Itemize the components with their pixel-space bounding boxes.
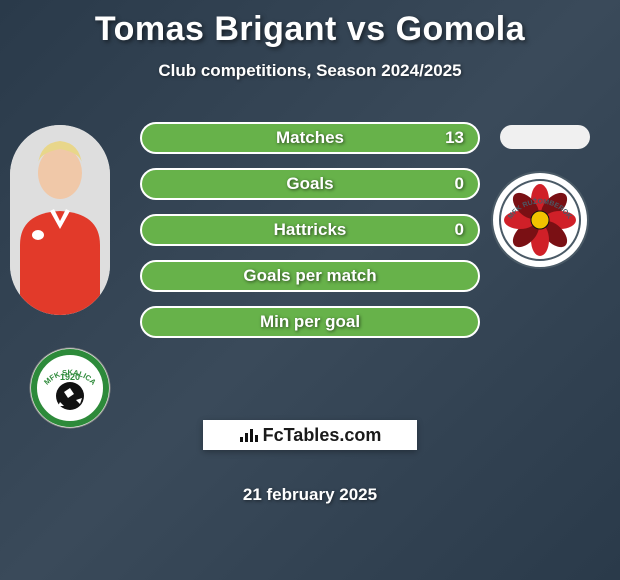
stat-value-right: 0 <box>455 174 464 194</box>
stat-label: Hattricks <box>274 220 347 240</box>
player-left-photo <box>10 125 110 315</box>
stat-row-hattricks: Hattricks 0 <box>140 214 480 246</box>
footer-site-label: FcTables.com <box>263 425 382 446</box>
stat-value-right: 13 <box>445 128 464 148</box>
stats-list: Matches 13 Goals 0 Hattricks 0 Goals per… <box>140 122 480 352</box>
club-right-svg: MFK RUŽOMBEROK <box>490 170 590 270</box>
stat-value-right: 0 <box>455 220 464 240</box>
player-right-photo <box>500 125 590 149</box>
comparison-card: Tomas Brigant vs Gomola Club competition… <box>0 0 620 580</box>
footer-site-badge[interactable]: FcTables.com <box>203 420 417 450</box>
stat-pill: Hattricks 0 <box>140 214 480 246</box>
stat-label: Matches <box>276 128 344 148</box>
club-left-svg: MFK SKALICA 1920 <box>20 346 120 430</box>
stat-row-goals: Goals 0 <box>140 168 480 200</box>
stat-pill: Matches 13 <box>140 122 480 154</box>
page-title: Tomas Brigant vs Gomola <box>0 0 620 49</box>
club-right-crest: MFK RUŽOMBEROK <box>490 170 590 270</box>
stat-pill: Goals 0 <box>140 168 480 200</box>
stat-label: Min per goal <box>260 312 360 332</box>
stat-pill: Min per goal <box>140 306 480 338</box>
player-left-svg <box>10 125 110 315</box>
stat-label: Goals <box>286 174 333 194</box>
stat-row-mpg: Min per goal <box>140 306 480 338</box>
stat-row-matches: Matches 13 <box>140 122 480 154</box>
subtitle: Club competitions, Season 2024/2025 <box>0 61 620 81</box>
club-left-crest: MFK SKALICA 1920 <box>20 346 120 430</box>
stat-row-gpm: Goals per match <box>140 260 480 292</box>
footer-site-text: FcTables.com <box>239 425 382 446</box>
svg-text:1920: 1920 <box>60 372 80 382</box>
bars-icon <box>239 427 259 443</box>
stat-label: Goals per match <box>243 266 376 286</box>
stat-pill: Goals per match <box>140 260 480 292</box>
footer-date: 21 february 2025 <box>0 485 620 505</box>
